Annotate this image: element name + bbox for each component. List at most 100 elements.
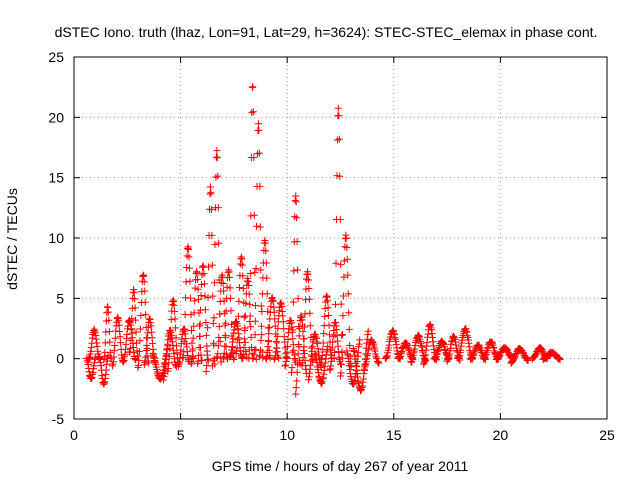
- data-point: [324, 297, 332, 305]
- data-point: [200, 280, 208, 288]
- data-point: [246, 270, 254, 278]
- data-point: [251, 269, 259, 277]
- data-point: [283, 354, 291, 362]
- data-point: [111, 334, 119, 342]
- data-point: [191, 284, 199, 292]
- data-point: [304, 270, 312, 278]
- data-point: [254, 120, 262, 128]
- data-point: [302, 285, 310, 293]
- data-point: [258, 331, 266, 339]
- data-point: [215, 239, 223, 247]
- data-point: [247, 323, 255, 331]
- data-point: [274, 325, 282, 333]
- data-point: [338, 331, 346, 339]
- data-point: [204, 294, 212, 302]
- data-point: [242, 299, 250, 307]
- data-point: [166, 345, 174, 353]
- data-point: [262, 247, 270, 255]
- data-point: [271, 315, 279, 323]
- y-tick-label: 15: [48, 170, 64, 186]
- data-point: [219, 279, 227, 287]
- y-axis-label: dSTEC / TECUs: [4, 188, 20, 290]
- x-tick-label: 25: [599, 427, 615, 443]
- data-point: [337, 261, 345, 269]
- data-point: [197, 292, 205, 300]
- grid: [74, 57, 607, 419]
- data-point: [183, 252, 191, 260]
- data-point: [105, 316, 113, 324]
- data-point: [116, 333, 124, 341]
- data-point: [264, 324, 272, 332]
- data-point: [344, 271, 352, 279]
- data-point: [142, 353, 150, 361]
- data-point: [208, 261, 216, 269]
- data-point: [230, 355, 238, 363]
- data-point: [132, 356, 140, 364]
- data-point: [172, 334, 180, 342]
- data-point: [245, 355, 253, 363]
- data-point: [253, 222, 261, 230]
- data-point: [292, 384, 300, 392]
- data-point: [340, 273, 348, 281]
- data-point: [171, 307, 179, 315]
- data-point: [140, 278, 148, 286]
- data-point: [338, 348, 346, 356]
- data-point: [251, 331, 259, 339]
- data-point: [135, 347, 143, 355]
- data-point: [220, 287, 228, 295]
- data-point: [127, 326, 135, 334]
- data-point: [172, 324, 180, 332]
- data-point: [189, 334, 197, 342]
- data-point: [202, 367, 210, 375]
- data-point: [293, 214, 301, 222]
- data-point: [324, 304, 332, 312]
- data-point: [265, 323, 273, 331]
- data-point: [195, 344, 203, 352]
- data-point: [306, 322, 314, 330]
- data-point: [289, 335, 297, 343]
- data-point: [106, 338, 114, 346]
- data-point: [252, 265, 260, 273]
- data-point: [343, 243, 351, 251]
- data-point: [301, 310, 309, 318]
- data-point: [307, 344, 315, 352]
- data-point: [189, 355, 197, 363]
- data-point: [320, 330, 328, 338]
- data-point: [187, 311, 195, 319]
- data-point: [180, 338, 188, 346]
- data-point: [221, 331, 229, 339]
- x-tick-label: 20: [493, 427, 509, 443]
- data-point: [214, 350, 222, 358]
- data-point: [279, 312, 287, 320]
- data-point: [142, 311, 150, 319]
- data-point: [319, 346, 327, 354]
- data-point: [264, 337, 272, 345]
- data-point: [220, 349, 228, 357]
- data-point: [321, 305, 329, 313]
- data-point: [337, 300, 345, 308]
- data-point: [256, 346, 264, 354]
- data-point: [299, 327, 307, 335]
- data-point: [325, 321, 333, 329]
- data-point: [165, 353, 173, 361]
- data-point: [273, 339, 281, 347]
- x-tick-label: 5: [177, 427, 185, 443]
- data-point: [248, 109, 256, 117]
- data-point: [305, 295, 313, 303]
- data-point: [337, 369, 345, 377]
- data-point: [102, 328, 110, 336]
- data-point: [289, 326, 297, 334]
- data-point: [269, 297, 277, 305]
- data-point: [273, 332, 281, 340]
- data-point: [213, 154, 221, 162]
- data-point: [141, 287, 149, 295]
- data-point: [131, 295, 139, 303]
- data-point: [128, 315, 136, 323]
- data-point: [136, 337, 144, 345]
- data-point: [167, 316, 175, 324]
- data-point: [270, 308, 278, 316]
- data-point: [201, 306, 209, 314]
- data-point: [222, 319, 230, 327]
- data-point: [256, 223, 264, 231]
